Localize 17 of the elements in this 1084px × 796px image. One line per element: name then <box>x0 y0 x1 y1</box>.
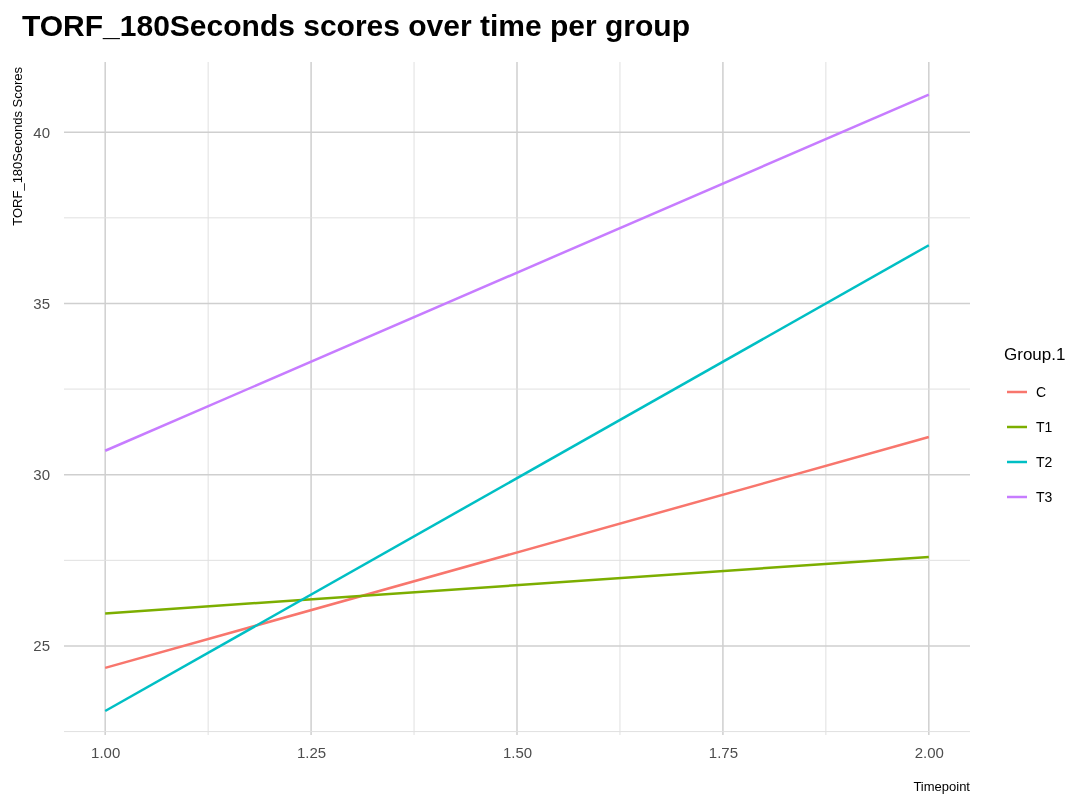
legend-label: T1 <box>1036 419 1053 435</box>
legend-label: T3 <box>1036 489 1053 505</box>
y-tick-label: 35 <box>33 294 50 312</box>
x-tick-label: 1.00 <box>91 743 121 761</box>
x-tick-label: 1.50 <box>502 743 533 761</box>
x-tick-label: 2.00 <box>914 743 944 761</box>
chart-title: TORF_180Seconds scores over time per group <box>22 9 691 42</box>
y-tick-label: 30 <box>33 466 50 483</box>
legend-title: Group.1 <box>1004 345 1066 364</box>
legend-label: T2 <box>1036 454 1053 470</box>
x-tick-label: 1.75 <box>708 743 739 761</box>
legend-label: C <box>1036 384 1047 400</box>
y-axis-title: TORF_180Seconds Scores <box>10 66 25 226</box>
y-tick-label: 40 <box>33 123 50 141</box>
x-axis-title: Timepoint <box>913 779 971 794</box>
x-tick-label: 1.25 <box>296 743 327 761</box>
y-tick-label: 25 <box>33 637 50 655</box>
